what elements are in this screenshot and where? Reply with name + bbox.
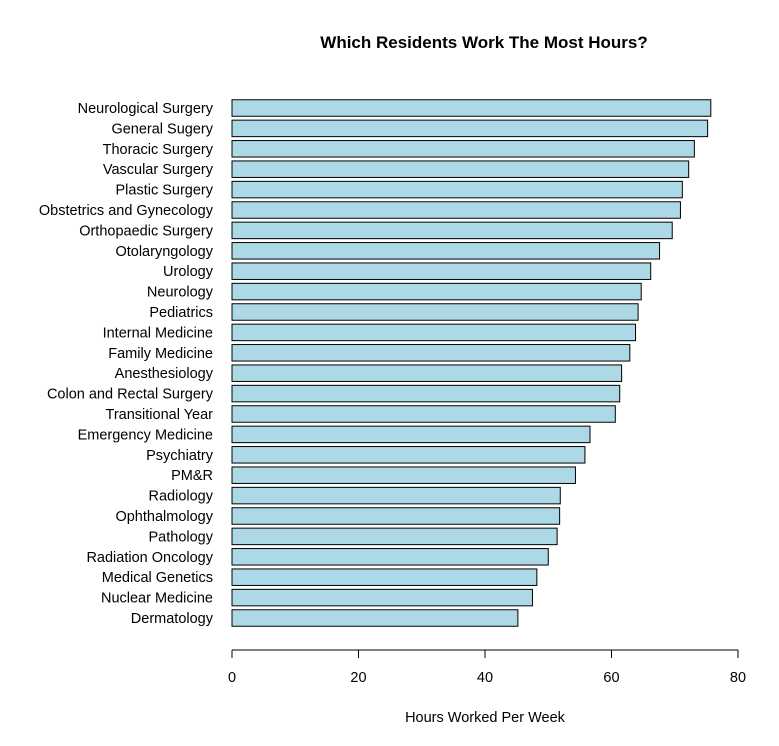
chart-title: Which Residents Work The Most Hours? xyxy=(320,33,647,52)
x-tick-label: 60 xyxy=(603,670,619,686)
category-label: Neurological Surgery xyxy=(78,101,214,117)
x-tick-label: 40 xyxy=(477,670,493,686)
x-tick-label: 20 xyxy=(350,670,366,686)
category-label: Psychiatry xyxy=(146,448,214,464)
bar xyxy=(231,242,661,260)
x-axis-label: Hours Worked Per Week xyxy=(405,710,566,726)
bar xyxy=(231,609,519,627)
category-label: Radiology xyxy=(149,489,214,505)
bar xyxy=(231,262,652,280)
category-label: Family Medicine xyxy=(108,346,213,362)
bar xyxy=(231,548,549,566)
category-label: Dermatology xyxy=(131,611,214,627)
x-axis: 0 20 40 60 80 xyxy=(228,649,746,686)
category-label: PM&R xyxy=(171,468,213,484)
bar xyxy=(231,99,712,117)
bar xyxy=(231,282,642,301)
bar xyxy=(231,507,561,525)
bar xyxy=(231,140,695,158)
category-label: Medical Genetics xyxy=(102,570,213,586)
bar xyxy=(231,466,576,484)
category-label: Nuclear Medicine xyxy=(101,591,213,607)
x-tick-label: 0 xyxy=(228,670,236,686)
bar xyxy=(231,588,533,607)
category-label: Pathology xyxy=(149,529,214,545)
bar xyxy=(231,119,709,138)
category-label: Transitional Year xyxy=(106,407,214,423)
bar xyxy=(231,160,690,178)
x-tick-label: 80 xyxy=(730,670,746,686)
category-label: General Sugery xyxy=(111,121,213,137)
category-label: Radiation Oncology xyxy=(86,550,213,566)
bar xyxy=(231,384,621,403)
bar xyxy=(231,323,637,342)
bars-group xyxy=(231,99,712,627)
bar xyxy=(231,405,616,423)
category-label: Otolaryngology xyxy=(115,244,213,260)
bar xyxy=(231,568,538,586)
category-label: Pediatrics xyxy=(149,305,213,321)
bar xyxy=(231,201,681,219)
bar xyxy=(231,221,673,240)
bar xyxy=(231,180,683,199)
bar xyxy=(231,364,623,382)
category-label: Anesthesiology xyxy=(115,366,214,382)
category-label: Ophthalmology xyxy=(115,509,213,525)
category-label: Emergency Medicine xyxy=(78,427,213,443)
category-label: Orthopaedic Surgery xyxy=(79,223,214,239)
category-label: Internal Medicine xyxy=(103,325,213,341)
bar xyxy=(231,446,586,464)
category-label: Urology xyxy=(163,264,214,280)
bar xyxy=(231,527,558,546)
category-label: Obstetrics and Gynecology xyxy=(39,203,214,219)
category-label: Neurology xyxy=(147,285,214,301)
category-labels-group: Neurological Surgery General Sugery Thorac… xyxy=(39,101,214,627)
category-label: Colon and Rectal Surgery xyxy=(47,387,214,403)
bar xyxy=(231,344,631,362)
category-label: Plastic Surgery xyxy=(115,183,213,199)
bar xyxy=(231,303,639,321)
bar xyxy=(231,486,561,505)
category-label: Thoracic Surgery xyxy=(103,142,214,158)
bar xyxy=(231,425,591,444)
category-label: Vascular Surgery xyxy=(103,162,214,178)
